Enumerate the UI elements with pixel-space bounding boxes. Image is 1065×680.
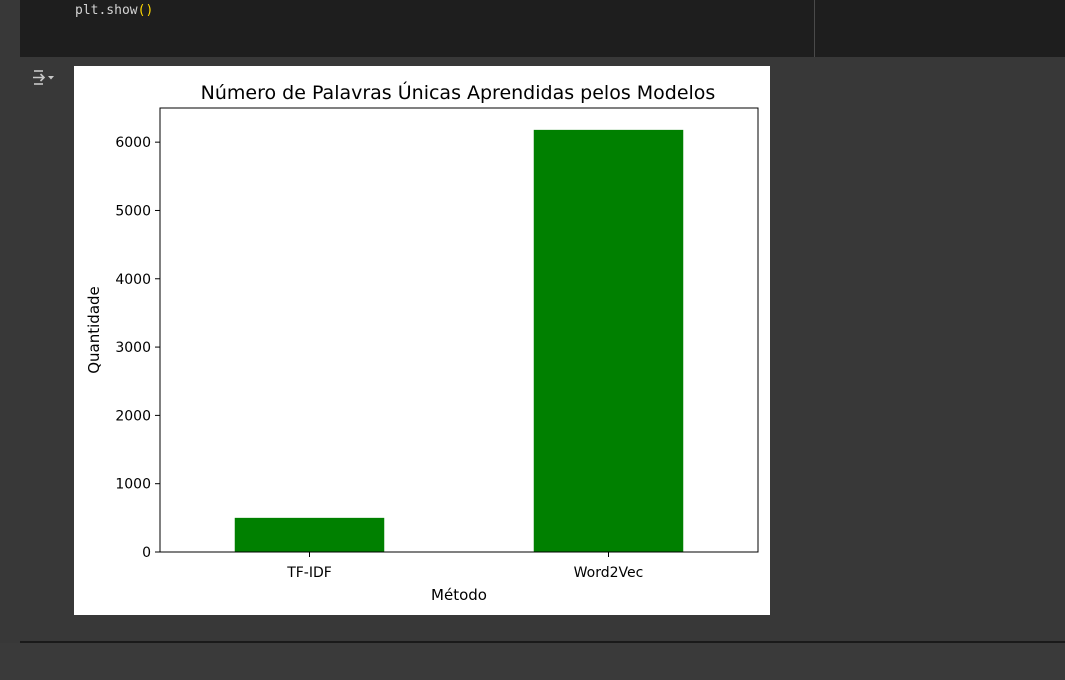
- code-cell[interactable]: plt.show(): [20, 0, 1065, 57]
- axes-frame: [159, 107, 759, 553]
- code-parens: (): [137, 3, 154, 18]
- y-tick-label: 4000: [115, 272, 151, 288]
- x-tick-label: Word2Vec: [574, 565, 644, 581]
- footer-bar: [0, 643, 1065, 680]
- output-collapse-icon: [33, 70, 54, 85]
- code-line: plt.show(): [75, 2, 153, 20]
- code-editor[interactable]: plt.show(): [20, 0, 814, 57]
- y-tick-label: 3000: [115, 340, 151, 356]
- chart-figure: Número de Palavras Únicas Aprendidas pel…: [74, 66, 770, 615]
- bar-chart: Número de Palavras Únicas Aprendidas pel…: [85, 80, 759, 604]
- y-tick-label: 2000: [115, 408, 151, 424]
- x-tick-label: TF-IDF: [286, 565, 332, 581]
- y-tick-label: 5000: [115, 203, 151, 219]
- chart-title: Número de Palavras Únicas Aprendidas pel…: [201, 80, 716, 104]
- y-tick-label: 1000: [115, 477, 151, 493]
- y-tick-label: 0: [142, 545, 151, 561]
- bar-tf-idf: [234, 517, 385, 552]
- output-collapse-button[interactable]: [28, 66, 62, 90]
- x-axis-label: Método: [431, 586, 487, 604]
- y-axis-label: Quantidade: [85, 286, 103, 374]
- left-gutter: [0, 0, 20, 642]
- code-function: plt.show: [75, 3, 138, 18]
- cell-divider: [20, 641, 1065, 643]
- y-tick-label: 6000: [115, 135, 151, 151]
- bar-word2vec: [533, 129, 684, 552]
- code-divider: [814, 0, 815, 57]
